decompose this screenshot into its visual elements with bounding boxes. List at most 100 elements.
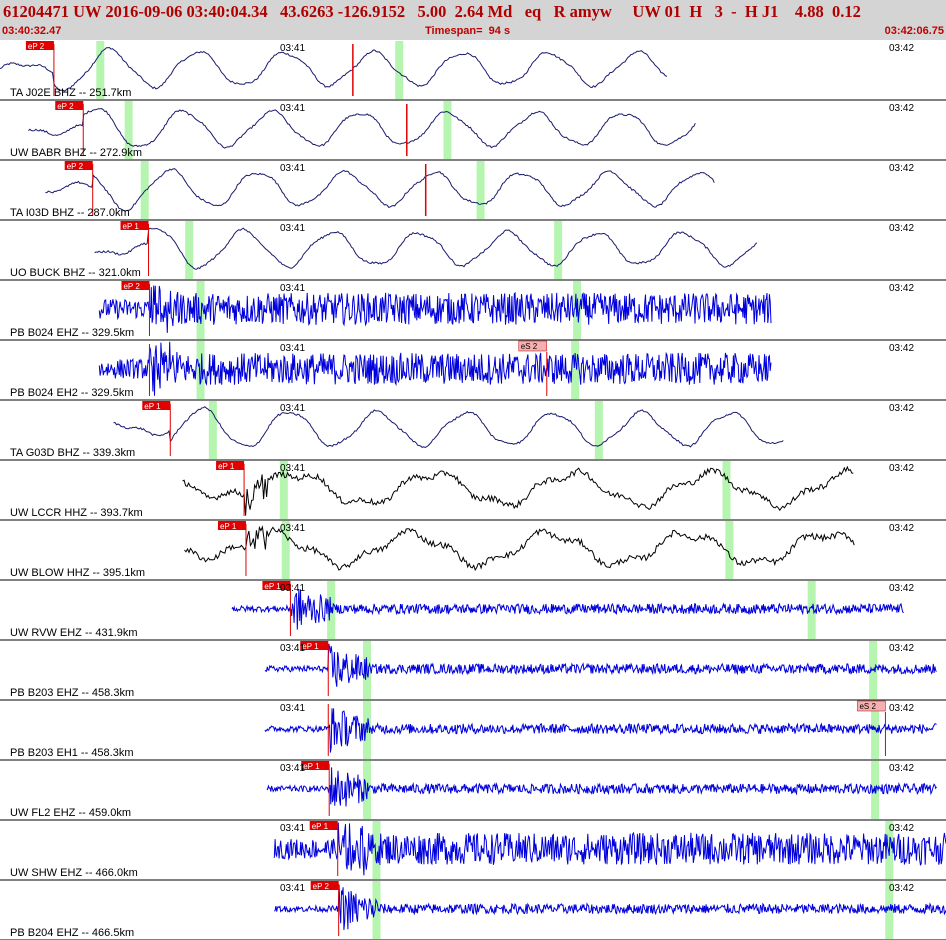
s-pick-label: eS 2 — [521, 342, 538, 351]
p-pick-label: eP 2 — [313, 882, 330, 891]
channel-label: UW LCCR HHZ -- 393.7km — [10, 507, 143, 519]
time-tick-label: 03:42 — [889, 103, 914, 114]
time-tick-label: 03:41 — [280, 763, 305, 774]
time-tick-label: 03:41 — [280, 343, 305, 354]
coda-window — [554, 221, 563, 279]
waveform-trace — [113, 406, 784, 449]
channel-label: UW BABR BHZ -- 272.9km — [10, 147, 142, 159]
time-tick-label: 03:42 — [889, 43, 914, 54]
time-tick-label: 03:42 — [889, 463, 914, 474]
time-tick-label: 03:42 — [889, 343, 914, 354]
channel-label: UO BUCK BHZ -- 321.0km — [10, 267, 141, 279]
waveform-trace — [98, 285, 772, 333]
waveform-trace — [264, 708, 937, 753]
coda-window — [871, 701, 880, 759]
time-tick-label: 03:41 — [280, 463, 305, 474]
time-tick-label: 03:41 — [280, 643, 305, 654]
channel-label: TA I03D BHZ -- 287.0km — [10, 207, 130, 219]
time-tick-label: 03:42 — [889, 643, 914, 654]
p-pick-label: eP 1 — [312, 822, 329, 831]
coda-window — [279, 461, 288, 519]
p-pick-label: eP 2 — [67, 162, 84, 171]
coda-window — [281, 521, 290, 579]
coda-window — [594, 401, 603, 459]
time-tick-label: 03:41 — [280, 283, 305, 294]
waveform-trace — [182, 465, 854, 516]
time-tick-label: 03:42 — [889, 583, 914, 594]
timespan-label: Timespan= 94 s — [425, 25, 511, 37]
waveform-trace — [266, 767, 937, 807]
waveform-trace — [273, 822, 946, 876]
coda-window — [395, 41, 404, 99]
start-time-label: 03:40:32.47 — [2, 25, 62, 37]
p-pick-label: eP 2 — [57, 102, 74, 111]
waveform-trace — [98, 341, 772, 396]
time-tick-label: 03:41 — [280, 403, 305, 414]
waveform-trace — [274, 884, 946, 930]
time-tick-label: 03:42 — [889, 523, 914, 534]
time-tick-label: 03:41 — [280, 883, 305, 894]
p-pick-label: eP 1 — [220, 522, 237, 531]
coda-window — [124, 101, 133, 159]
waveform-trace — [264, 643, 937, 687]
channel-label: UW FL2 EHZ -- 459.0km — [10, 807, 131, 819]
time-tick-label: 03:41 — [280, 103, 305, 114]
p-pick-label: eP 1 — [123, 222, 140, 231]
p-pick-label: eP 1 — [302, 642, 319, 651]
channel-label: PB B204 EHZ -- 466.5km — [10, 927, 134, 939]
channel-label: UW BLOW HHZ -- 395.1km — [10, 567, 145, 579]
coda-window — [372, 881, 381, 939]
s-pick-label: eS 2 — [859, 702, 876, 711]
p-pick-flag[interactable] — [216, 461, 245, 470]
coda-window — [571, 341, 580, 399]
event-header: 61204471 UW 2016-09-06 03:40:04.34 43.62… — [0, 0, 946, 40]
channel-label: PB B203 EH1 -- 458.3km — [10, 747, 134, 759]
time-tick-label: 03:42 — [889, 163, 914, 174]
p-pick-flag[interactable] — [309, 821, 338, 830]
time-tick-label: 03:41 — [280, 223, 305, 234]
s-pick-flag[interactable] — [518, 340, 548, 352]
p-pick-flag[interactable] — [301, 761, 330, 770]
p-pick-flag[interactable] — [262, 581, 291, 590]
p-pick-flag[interactable] — [55, 101, 84, 110]
time-tick-label: 03:42 — [889, 223, 914, 234]
p-pick-flag[interactable] — [142, 401, 171, 410]
coda-window — [725, 521, 734, 579]
coda-window — [722, 461, 731, 519]
coda-window — [196, 281, 205, 339]
p-pick-flag[interactable] — [310, 881, 339, 890]
p-pick-flag[interactable] — [64, 161, 93, 170]
coda-window — [208, 401, 217, 459]
seismogram-panels: eP 2 03:41 03:42 TA J02E BHZ -- 251.7km eP 2… — [0, 40, 946, 940]
coda-window — [476, 161, 485, 219]
coda-window — [807, 581, 816, 639]
time-tick-label: 03:42 — [889, 823, 914, 834]
coda-window — [885, 881, 894, 939]
time-tick-label: 03:42 — [889, 763, 914, 774]
p-pick-label: eP 2 — [28, 42, 45, 51]
p-pick-flag[interactable] — [300, 641, 329, 650]
end-time-label: 03:42:06.75 — [884, 25, 944, 37]
waveform-trace — [231, 589, 904, 630]
p-pick-flag[interactable] — [217, 521, 246, 530]
time-tick-label: 03:41 — [280, 523, 305, 534]
p-pick-flag[interactable] — [25, 41, 54, 50]
channel-label: UW RVW EHZ -- 431.9km — [10, 627, 138, 639]
time-tick-label: 03:42 — [889, 883, 914, 894]
time-tick-label: 03:41 — [280, 163, 305, 174]
coda-window — [96, 41, 105, 99]
waveform-trace — [45, 168, 715, 212]
p-pick-flag[interactable] — [120, 221, 149, 230]
channel-label: PB B024 EH2 -- 329.5km — [10, 387, 134, 399]
channel-label: PB B024 EHZ -- 329.5km — [10, 327, 134, 339]
waveform-trace — [0, 46, 668, 92]
time-tick-label: 03:42 — [889, 403, 914, 414]
waveform-trace — [28, 108, 696, 149]
p-pick-flag[interactable] — [121, 281, 150, 290]
s-pick-flag[interactable] — [857, 700, 886, 712]
coda-window — [185, 221, 194, 279]
coda-window — [443, 101, 452, 159]
waveform-trace — [94, 227, 758, 270]
time-tick-label: 03:41 — [280, 823, 305, 834]
time-tick-label: 03:42 — [889, 703, 914, 714]
